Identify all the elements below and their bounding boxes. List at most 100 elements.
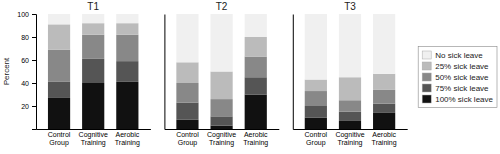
chart-figure: No sick leave 25% sick leave 50% sick leav…: [0, 0, 500, 154]
bar-segment: [245, 57, 267, 78]
tick-label: AerobicTraining: [115, 131, 140, 147]
bar-segment: [176, 62, 198, 83]
tick-label: ControlGroup: [48, 131, 71, 147]
panel: ControlGroup CognitiveTraining AerobicTrai…: [164, 1, 279, 147]
bar-segment: [116, 61, 138, 82]
bar-segment: [116, 82, 138, 129]
legend-label: No sick leave: [435, 51, 483, 60]
bar-segment: [373, 14, 395, 74]
bar-segment: [305, 91, 327, 106]
tick-label: 100: [17, 11, 29, 18]
bar-segment: [305, 14, 327, 80]
tick: 80: [21, 34, 36, 41]
axis-line: [37, 129, 151, 130]
bar-segment: [176, 120, 198, 129]
bar-series: [48, 82, 138, 129]
plot-area: [176, 14, 266, 129]
bar-series: [48, 14, 138, 24]
bar-segment: [373, 104, 395, 113]
plot-area: [48, 14, 138, 129]
y-axis-title: Percent: [2, 57, 11, 85]
tick: ControlGroup: [305, 131, 328, 147]
tick-label: 60: [21, 57, 29, 64]
tick-mark: [32, 60, 36, 61]
panel: 20 40 60 80 100 ControlGroup CognitiveTraining…: [2, 1, 151, 147]
tick-label: AerobicTraining: [243, 131, 268, 147]
tick-mark: [32, 83, 36, 84]
legend-item: No sick leave: [422, 51, 483, 60]
tick: ControlGroup: [176, 131, 199, 147]
tick: 20: [21, 103, 36, 110]
y-axis: 20 40 60 80 100: [17, 11, 36, 130]
legend-label: 75% sick leave: [435, 84, 489, 93]
tick: CognitiveTraining: [335, 131, 364, 147]
bar-segment: [210, 126, 232, 129]
tick-label: CognitiveTraining: [207, 131, 236, 147]
axis-line: [293, 129, 407, 130]
bar-segment: [339, 100, 361, 112]
legend-label: 50% sick leave: [435, 73, 489, 82]
bar-segment: [82, 59, 104, 83]
legend-swatch: [422, 73, 431, 81]
legend-item: 25% sick leave: [422, 62, 489, 71]
tick-label: 40: [21, 80, 29, 87]
x-axis: ControlGroup CognitiveTraining AerobicTrai…: [293, 130, 407, 147]
legend-label: 25% sick leave: [435, 62, 489, 71]
bar-segment: [176, 103, 198, 120]
bar-segment: [339, 77, 361, 100]
legend-item: 50% sick leave: [422, 73, 489, 82]
tick: 60: [21, 57, 36, 64]
axis-line: [32, 15, 37, 130]
bar-segment: [116, 23, 138, 35]
legend: No sick leave 25% sick leave 50% sick leav…: [418, 47, 497, 108]
bar-segment: [305, 80, 327, 92]
tick: CognitiveTraining: [79, 131, 108, 147]
bar-segment: [48, 98, 70, 129]
bar-segment: [339, 112, 361, 121]
panel-title: T3: [344, 1, 356, 12]
y-axis: [292, 15, 294, 130]
bar-segment: [48, 50, 70, 82]
panel-title: T2: [216, 1, 228, 12]
bar-segment: [210, 14, 232, 72]
tick: AerobicTraining: [243, 131, 268, 147]
bar-segment: [210, 72, 232, 100]
bar-segment: [245, 95, 267, 130]
bar-series: [48, 23, 138, 49]
tick-label: 80: [21, 34, 29, 41]
bar-segment: [305, 118, 327, 130]
bar-segment: [373, 74, 395, 90]
tick-label: CognitiveTraining: [79, 131, 108, 147]
bar-segment: [373, 113, 395, 129]
bar-segment: [48, 24, 70, 49]
bar-segment: [82, 35, 104, 59]
x-axis: ControlGroup CognitiveTraining AerobicTrai…: [165, 130, 279, 147]
bar-segment: [116, 35, 138, 61]
tick: AerobicTraining: [372, 131, 397, 147]
tick: ControlGroup: [48, 131, 71, 147]
bar-segment: [116, 14, 138, 23]
bar-segment: [245, 37, 267, 57]
bar-segment: [210, 99, 232, 116]
legend-label: 100% sick leave: [435, 95, 493, 104]
bar-segment: [48, 82, 70, 98]
bar-segment: [176, 14, 198, 62]
plot-area: [305, 14, 395, 129]
tick-mark: [32, 14, 36, 15]
legend-swatch: [422, 95, 431, 103]
tick-label: 20: [21, 103, 29, 110]
axis-line: [293, 15, 294, 130]
bar-segment: [245, 14, 267, 37]
bar-segment: [82, 23, 104, 35]
bar-segment: [245, 77, 267, 94]
tick-label: AerobicTraining: [372, 131, 397, 147]
bar-segment: [82, 83, 104, 129]
tick: 40: [21, 80, 36, 87]
panel: ControlGroup CognitiveTraining AerobicTrai…: [293, 1, 408, 147]
tick-mark: [32, 106, 36, 107]
tick: 100: [17, 11, 36, 18]
axis-line: [165, 129, 279, 130]
panel-title: T1: [87, 1, 99, 12]
bar-segment: [48, 14, 70, 24]
legend-item: 75% sick leave: [422, 84, 489, 93]
